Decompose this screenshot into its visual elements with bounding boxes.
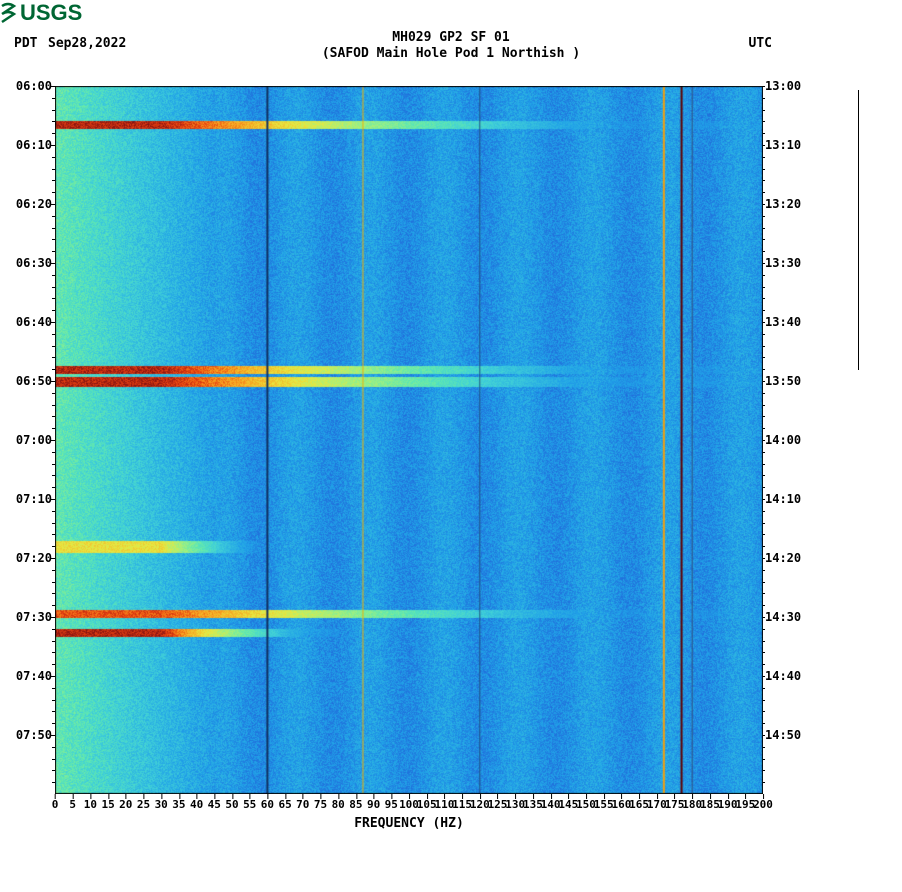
y-tick-label: 06:20 [0,197,52,211]
y-tick-label: 14:50 [765,728,825,742]
spectrogram-canvas [55,86,763,794]
y-tick-label: 13:50 [765,374,825,388]
y-tick-label: 14:10 [765,492,825,506]
y-tick-label: 07:40 [0,669,52,683]
y-tick-label: 14:00 [765,433,825,447]
side-marker [858,90,859,370]
x-axis-label: FREQUENCY (HZ) [55,816,763,831]
x-tick-label: 85 [349,798,362,811]
y-tick-label: 07:20 [0,551,52,565]
x-tick-label: 65 [278,798,291,811]
y-tick-label: 06:10 [0,138,52,152]
y-tick-label: 07:30 [0,610,52,624]
y-tick-label: 13:30 [765,256,825,270]
x-tick-label: 25 [137,798,150,811]
x-tick-label: 200 [753,798,773,811]
y-tick-label: 14:20 [765,551,825,565]
x-tick-label: 90 [367,798,380,811]
x-tick-label: 80 [332,798,345,811]
y-tick-label: 07:00 [0,433,52,447]
x-tick-label: 50 [225,798,238,811]
y-tick-label: 07:50 [0,728,52,742]
x-tick-label: 75 [314,798,327,811]
y-tick-label: 06:30 [0,256,52,270]
y-tick-label: 06:50 [0,374,52,388]
x-tick-label: 45 [208,798,221,811]
x-tick-label: 30 [155,798,168,811]
x-tick-label: 5 [69,798,76,811]
x-tick-label: 35 [172,798,185,811]
x-tick-label: 20 [119,798,132,811]
y-tick-label: 14:40 [765,669,825,683]
x-tick-label: 70 [296,798,309,811]
y-tick-label: 13:40 [765,315,825,329]
y-tick-label: 06:40 [0,315,52,329]
usgs-logo: USGS [0,0,90,24]
x-tick-label: 10 [84,798,97,811]
y-tick-label: 06:00 [0,79,52,93]
y-tick-label: 13:20 [765,197,825,211]
x-tick-label: 15 [101,798,114,811]
x-tick-label: 40 [190,798,203,811]
x-tick-label: 55 [243,798,256,811]
y-tick-label: 07:10 [0,492,52,506]
x-tick-label: 0 [52,798,59,811]
x-tick-label: 60 [261,798,274,811]
svg-text:USGS: USGS [20,0,82,24]
spectrogram-plot [55,86,763,794]
y-tick-label: 13:10 [765,138,825,152]
y-tick-label: 13:00 [765,79,825,93]
y-axis-left: 06:0006:1006:2006:3006:4006:5007:0007:10… [0,86,52,794]
x-tick-label: 95 [385,798,398,811]
y-tick-label: 14:30 [765,610,825,624]
y-axis-right: 13:0013:1013:2013:3013:4013:5014:0014:10… [765,86,825,794]
tz-right-label: UTC [749,36,772,51]
